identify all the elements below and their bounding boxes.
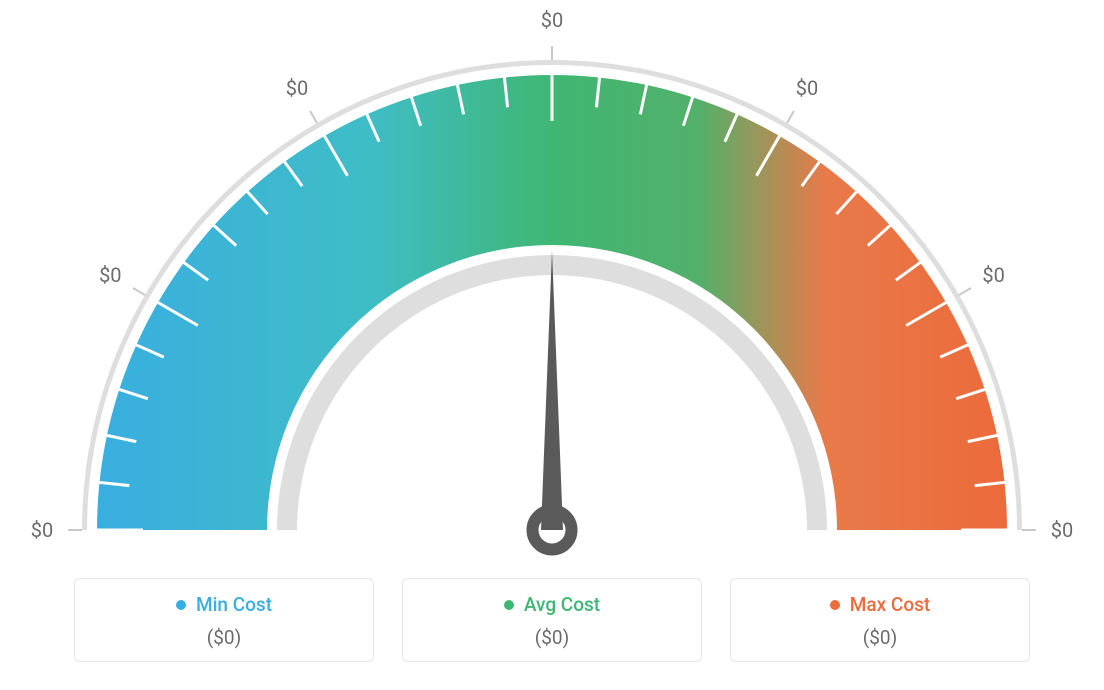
gauge-tick-label: $0	[99, 263, 121, 287]
legend-dot-min	[176, 600, 186, 610]
gauge-tick-label: $0	[982, 263, 1004, 287]
gauge-tick-label: $0	[31, 518, 53, 542]
gauge-tick-label: $0	[541, 8, 563, 32]
legend-dot-max	[830, 600, 840, 610]
legend-value-min: ($0)	[85, 626, 363, 649]
legend-dot-avg	[504, 600, 514, 610]
legend-value-avg: ($0)	[413, 626, 691, 649]
legend-card-min: Min Cost ($0)	[74, 578, 374, 662]
legend-title-max: Max Cost	[850, 593, 930, 616]
legend-card-max: Max Cost ($0)	[730, 578, 1030, 662]
gauge-tick-label: $0	[1051, 518, 1073, 542]
legend-card-avg: Avg Cost ($0)	[402, 578, 702, 662]
legend-title-avg: Avg Cost	[524, 593, 600, 616]
gauge-tick-label: $0	[796, 76, 818, 100]
gauge-chart: $0 $0 $0 $0 $0 $0 $0	[0, 0, 1104, 560]
gauge-tick-label: $0	[286, 76, 308, 100]
legend-row: Min Cost ($0) Avg Cost ($0) Max Cost ($0…	[0, 578, 1104, 662]
legend-title-min: Min Cost	[196, 593, 272, 616]
legend-value-max: ($0)	[741, 626, 1019, 649]
gauge-svg	[0, 0, 1104, 560]
